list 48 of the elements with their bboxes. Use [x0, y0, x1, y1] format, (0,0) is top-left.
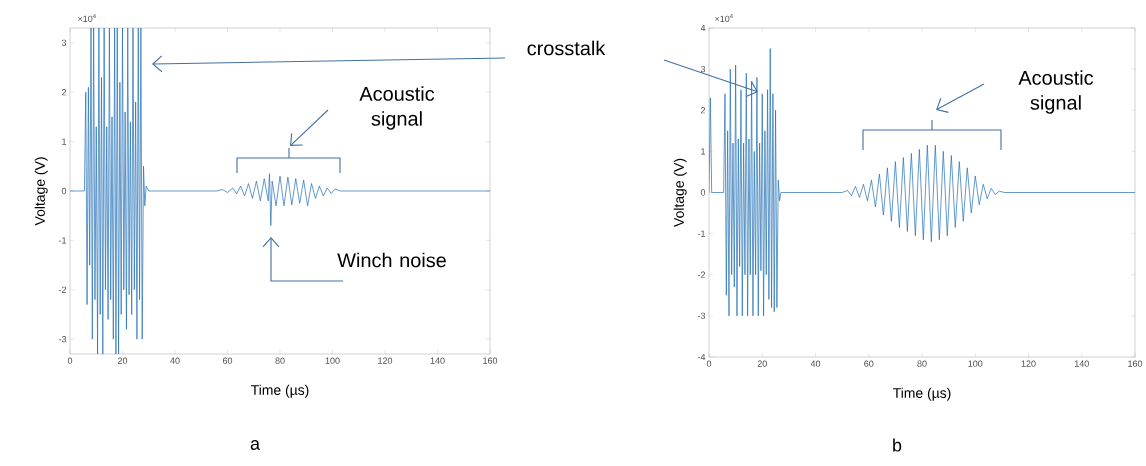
x-tick-label: 160: [483, 357, 498, 364]
y-tick-label: 0: [61, 187, 67, 195]
text: ×10$^{4}$: [715, 13, 733, 22]
x-tick-label: 0: [67, 357, 73, 364]
x-tick-label: 100: [325, 357, 340, 364]
x-tick-label: 60: [222, 357, 233, 364]
line-series: [709, 48, 1136, 317]
text: crosstalk: [527, 40, 606, 56]
y-tick-label: 0: [700, 189, 706, 196]
y-tick-label: 3: [61, 39, 67, 46]
x-tick-label: 0: [706, 360, 712, 367]
x-tick-label: 20: [757, 360, 767, 367]
y-tick-label: 1: [62, 138, 67, 145]
x-tick-label: 100: [968, 360, 983, 367]
x-tick-label: 40: [810, 360, 821, 367]
annotation: Winch noise: [337, 252, 446, 268]
x-tick-label: 120: [378, 357, 393, 364]
y-tick-label: 2: [61, 89, 67, 96]
y-tick-label: -1: [697, 230, 706, 237]
annotation: Acoustic signal: [1018, 70, 1094, 114]
x-tick-label: 160: [1128, 360, 1143, 367]
x-tick-label: 40: [170, 357, 180, 364]
text: b: [893, 438, 902, 452]
y-tick-label: 2: [700, 107, 706, 114]
y-tick-label: -3: [697, 312, 706, 320]
x-tick-label: 120: [1021, 360, 1036, 367]
y-tick-label: -3: [58, 335, 67, 343]
text: ×10$^{4}$: [78, 13, 96, 22]
x-tick-label: 80: [275, 357, 285, 364]
y-axis-title: Voltage (V): [673, 158, 687, 227]
y-tick-label: -1: [58, 237, 67, 244]
y-tick-label: -4: [697, 353, 706, 361]
y-tick-label: 1: [701, 148, 706, 155]
x-tick-label: 20: [117, 357, 128, 364]
y-tick-label: -2: [697, 271, 706, 278]
y-tick-label: -2: [58, 286, 67, 293]
x-axis-title: Time (µs): [251, 384, 309, 398]
x-tick-label: 140: [1074, 360, 1089, 367]
y-tick-label: 3: [700, 65, 706, 73]
annotation: Acoustic signal: [359, 86, 435, 130]
line-series: [70, 27, 491, 354]
y-axis-title: Voltage (V): [34, 157, 48, 226]
x-tick-label: 60: [864, 360, 874, 367]
text: a: [250, 440, 260, 450]
x-tick-label: 80: [917, 360, 927, 367]
y-tick-label: 4: [700, 24, 706, 32]
x-axis-title: Time (µs): [893, 387, 951, 401]
x-tick-label: 140: [430, 357, 445, 364]
